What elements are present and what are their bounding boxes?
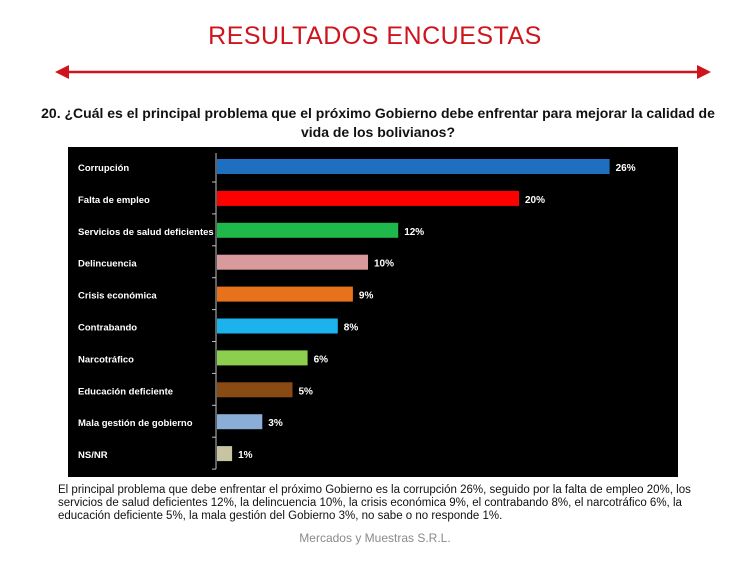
value-label: 5%: [299, 386, 314, 397]
chart-panel: Corrupción 26% Falta de empleo 20% Servicios…: [68, 147, 678, 477]
bar: [217, 190, 519, 206]
bar: [217, 414, 263, 430]
category-label: Contrabando: [78, 323, 137, 334]
bar: [217, 318, 338, 334]
bar: [217, 446, 233, 462]
category-label: Falta de empleo: [78, 195, 150, 206]
value-label: 20%: [525, 195, 545, 206]
bar: [217, 254, 368, 270]
bar: [217, 382, 293, 398]
value-label: 9%: [359, 291, 374, 302]
category-label: Crisis económica: [78, 291, 157, 302]
value-label: 26%: [616, 163, 636, 174]
bar-chart: Corrupción 26% Falta de empleo 20% Servicios…: [78, 153, 636, 470]
source-credit: Mercados y Muestras S.R.L.: [299, 531, 451, 545]
category-label: Delincuencia: [78, 259, 137, 270]
value-label: 1%: [238, 450, 253, 461]
value-label: 10%: [374, 259, 394, 270]
value-label: 6%: [314, 354, 329, 365]
category-label: Mala gestión de gobierno: [78, 418, 193, 429]
bar: [217, 350, 308, 366]
bar: [217, 286, 353, 302]
double-arrow-divider: [55, 65, 711, 79]
category-label: Corrupción: [78, 163, 129, 174]
category-label: Servicios de salud deficientes: [78, 227, 214, 238]
survey-question: 20. ¿Cuál es el principal problema que e…: [41, 105, 715, 140]
value-label: 12%: [404, 227, 424, 238]
category-label: Narcotráfico: [78, 354, 134, 365]
category-label: Educación deficiente: [78, 386, 173, 397]
category-label: NS/NR: [78, 450, 108, 461]
bar: [217, 222, 399, 238]
value-label: 8%: [344, 323, 359, 334]
page-title: RESULTADOS ENCUESTAS: [208, 22, 542, 50]
summary-note: El principal problema que debe enfrentar…: [58, 484, 691, 522]
value-label: 3%: [268, 418, 283, 429]
bar: [217, 159, 610, 174]
